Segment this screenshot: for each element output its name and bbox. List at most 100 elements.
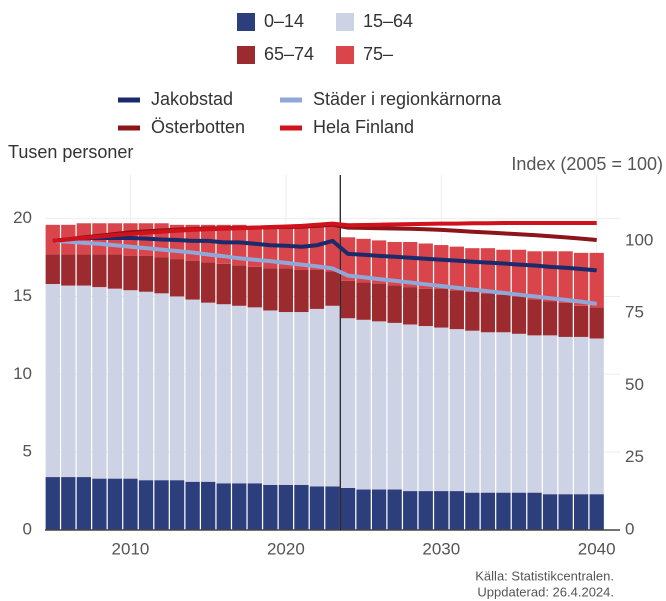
bar-segment bbox=[154, 257, 169, 294]
bar-segment bbox=[465, 492, 480, 530]
bar-segment bbox=[558, 251, 573, 303]
y2-tick-label: 50 bbox=[625, 375, 644, 394]
bar-segment bbox=[201, 302, 216, 482]
bar-segment bbox=[340, 280, 356, 319]
bar-segment bbox=[263, 310, 278, 485]
bar-segment bbox=[527, 492, 542, 530]
bar-segment bbox=[434, 491, 449, 530]
y-tick-label: 0 bbox=[23, 519, 32, 538]
bar-segment bbox=[107, 254, 123, 289]
bar-segment bbox=[574, 252, 589, 306]
bar-segment bbox=[107, 478, 123, 530]
bar-segment bbox=[154, 480, 169, 530]
bar-segment bbox=[542, 251, 558, 302]
source: Källa: Statistikcentralen. bbox=[475, 568, 614, 583]
y-tick-label: 10 bbox=[13, 364, 32, 383]
bar-segment bbox=[496, 249, 511, 295]
bar-segment bbox=[356, 238, 371, 283]
bar-segment bbox=[216, 304, 231, 484]
bar-segment bbox=[465, 248, 480, 292]
line bbox=[52, 221, 597, 243]
bar-segment bbox=[123, 290, 138, 479]
bar-segment bbox=[76, 254, 91, 286]
y2-tick-label: 25 bbox=[625, 447, 644, 466]
bar-segment bbox=[247, 307, 262, 484]
bar-segment bbox=[61, 477, 76, 530]
bar-segment bbox=[216, 263, 231, 305]
bar-segment bbox=[92, 478, 107, 530]
bar-segment bbox=[418, 243, 433, 289]
bar-segment bbox=[278, 312, 294, 485]
bar-segment bbox=[371, 489, 387, 530]
bar-segment bbox=[511, 333, 527, 493]
bar-segment bbox=[340, 487, 356, 530]
y-tick-label: 15 bbox=[13, 286, 32, 305]
bar-segment bbox=[45, 283, 60, 478]
bar-segment bbox=[263, 226, 278, 269]
x-tick-label: 2020 bbox=[267, 539, 305, 558]
bar-segment bbox=[138, 291, 154, 481]
legend-label: 15–64 bbox=[363, 11, 413, 31]
bar-segment bbox=[527, 251, 542, 300]
bar-segment bbox=[201, 481, 216, 530]
bar-segment bbox=[278, 268, 294, 313]
bar-segment bbox=[371, 321, 387, 490]
bar-segment bbox=[309, 224, 325, 270]
bar-segment bbox=[169, 480, 185, 530]
legend-swatch bbox=[336, 13, 354, 31]
bar-segment bbox=[356, 319, 371, 490]
bar-segment bbox=[138, 255, 154, 292]
bar-segment bbox=[76, 285, 91, 478]
bar-segment bbox=[434, 327, 449, 492]
y-tick-label: 5 bbox=[23, 442, 32, 461]
bar-segment bbox=[185, 260, 200, 300]
legend-swatch bbox=[336, 46, 354, 64]
bar-segment bbox=[589, 338, 604, 495]
bar-segment bbox=[232, 224, 247, 266]
bar-segment bbox=[247, 226, 262, 267]
bar-segment bbox=[45, 254, 60, 284]
bar-segment bbox=[387, 241, 402, 286]
y2-tick-label: 0 bbox=[625, 519, 634, 538]
x-tick-label: 2010 bbox=[112, 539, 150, 558]
bar-segment bbox=[340, 318, 356, 488]
bar-segment bbox=[61, 254, 76, 286]
bar-segment bbox=[387, 489, 402, 530]
legend-label: Österbotten bbox=[151, 117, 245, 137]
bar-segment bbox=[465, 291, 480, 331]
bar-segment bbox=[527, 335, 542, 493]
bar-segment bbox=[294, 269, 309, 313]
bar-segment bbox=[278, 484, 294, 530]
bar-segment bbox=[154, 293, 169, 481]
bar-segment bbox=[403, 491, 418, 530]
bar-segment bbox=[434, 245, 449, 289]
bar-segment bbox=[449, 246, 464, 291]
bar-segment bbox=[92, 287, 107, 479]
bar-segment bbox=[294, 484, 309, 530]
bar-segment bbox=[589, 307, 604, 339]
bar-segment bbox=[356, 282, 371, 320]
bar-segment bbox=[216, 483, 231, 530]
bar-segment bbox=[403, 324, 418, 492]
bar-segment bbox=[496, 332, 511, 493]
bar-segment bbox=[542, 335, 558, 495]
y2-tick-label: 75 bbox=[625, 303, 644, 322]
bar-segment bbox=[263, 268, 278, 311]
y-axis-label: Tusen personer bbox=[8, 142, 133, 162]
bar-segment bbox=[356, 489, 371, 530]
bar-segment bbox=[263, 484, 278, 530]
bar-segment bbox=[371, 240, 387, 284]
bar-segment bbox=[480, 293, 496, 333]
bar-segment bbox=[387, 322, 402, 490]
bar-segment bbox=[169, 259, 185, 297]
bar-segment bbox=[511, 249, 527, 297]
bar-segment bbox=[511, 492, 527, 530]
bar-segment bbox=[418, 491, 433, 530]
bar-segment bbox=[558, 302, 573, 337]
legend-label: Städer i regionkärnorna bbox=[313, 89, 502, 109]
bar-segment bbox=[589, 252, 604, 308]
bar-segment bbox=[76, 477, 91, 530]
bar-segment bbox=[496, 492, 511, 530]
